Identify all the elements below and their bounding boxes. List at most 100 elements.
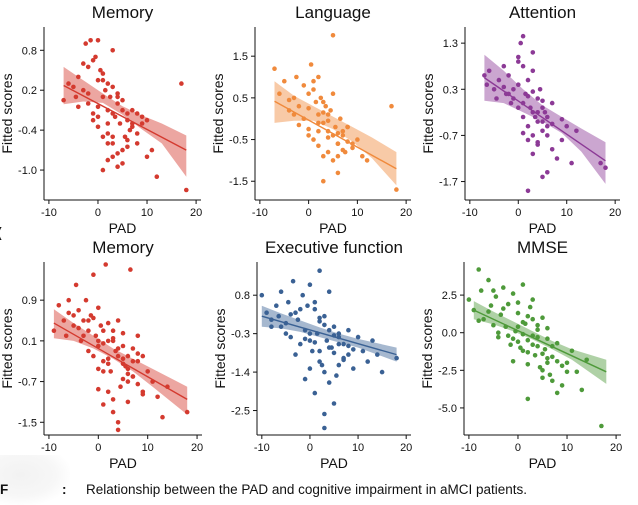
data-point — [103, 87, 108, 93]
data-point — [278, 289, 284, 295]
y-axis-label: Fitted scores — [419, 308, 435, 388]
data-point — [120, 356, 126, 362]
data-point — [135, 351, 141, 356]
x-tick-label: 20 — [191, 442, 203, 454]
data-point — [115, 420, 121, 425]
data-point — [515, 324, 521, 330]
data-point — [322, 313, 327, 319]
data-point — [100, 71, 106, 76]
regression-line — [473, 309, 607, 373]
data-point — [140, 392, 146, 397]
data-point — [535, 327, 540, 333]
data-point — [179, 81, 184, 86]
data-point — [306, 133, 311, 138]
data-point — [312, 306, 318, 312]
data-point — [108, 369, 113, 374]
chart-title: Memory — [92, 238, 154, 257]
data-point — [311, 87, 316, 92]
data-point — [130, 124, 135, 130]
data-point — [394, 187, 399, 192]
confidence-band — [63, 66, 187, 177]
data-point — [326, 327, 332, 333]
data-point — [321, 110, 326, 115]
data-point — [466, 297, 472, 302]
data-point — [554, 390, 560, 396]
data-point — [338, 116, 343, 121]
data-point — [71, 323, 76, 328]
data-point — [334, 373, 339, 378]
data-point — [311, 137, 316, 142]
data-point — [291, 95, 297, 101]
data-point — [351, 366, 356, 371]
data-point — [298, 341, 303, 347]
data-point — [115, 164, 120, 169]
data-point — [530, 133, 536, 138]
y-axis-label: Fitted scores — [210, 73, 226, 153]
data-point — [66, 310, 71, 316]
data-point — [321, 178, 326, 184]
watermark-shape — [0, 455, 70, 505]
data-point — [484, 82, 490, 87]
data-point — [307, 338, 313, 343]
data-point — [105, 81, 111, 86]
data-point — [554, 156, 560, 161]
data-point — [330, 91, 336, 96]
data-point — [88, 38, 93, 43]
data-point — [550, 343, 555, 349]
data-point — [574, 128, 579, 134]
data-point — [491, 322, 496, 328]
data-point — [274, 303, 279, 309]
data-point — [56, 303, 62, 308]
data-point — [103, 262, 108, 267]
chart-panel-4: Executive function -10 0 10 20 0.8 -0.3 -1.4 -2.… — [212, 238, 412, 471]
charts-canvas: Memory -10 0 10 20 0.8 0.2 -0.4 -1.0 PAD Fitted sc… — [0, 3, 622, 471]
data-point — [110, 409, 116, 415]
data-point — [86, 318, 91, 323]
data-point — [525, 77, 531, 83]
data-point — [306, 126, 311, 132]
data-point — [101, 341, 106, 346]
data-point — [317, 319, 322, 324]
x-tick-label: 0 — [307, 442, 313, 454]
data-point — [554, 340, 560, 346]
data-point — [540, 119, 545, 124]
data-point — [308, 62, 314, 67]
data-point — [165, 384, 170, 390]
data-point — [125, 371, 131, 377]
data-point — [321, 120, 326, 126]
data-point — [394, 355, 399, 361]
data-point — [569, 348, 575, 354]
data-point — [317, 348, 322, 354]
data-point — [346, 343, 351, 349]
data-point — [134, 141, 140, 146]
data-point — [269, 324, 274, 330]
data-point — [81, 318, 86, 323]
y-tick-label: -1.5 — [18, 417, 37, 429]
data-point — [302, 376, 308, 382]
data-point — [110, 141, 115, 146]
chart-panel-5: MMSE -10 0 10 20 2.5 0.0 -2.5 -5.0 PAD Fitted scor… — [419, 238, 622, 471]
y-tick-label: 0.3 — [443, 84, 458, 96]
data-point — [530, 151, 536, 157]
data-point — [346, 352, 351, 357]
data-point — [335, 141, 341, 146]
data-point — [540, 315, 545, 321]
data-point — [283, 320, 289, 326]
data-point — [86, 348, 91, 354]
data-point — [322, 322, 327, 328]
data-point — [125, 111, 130, 116]
data-point — [115, 346, 121, 351]
data-point — [537, 87, 543, 92]
y-tick-label: -2.5 — [438, 365, 457, 377]
data-point — [525, 137, 531, 143]
data-point — [496, 334, 501, 340]
data-point — [313, 99, 319, 105]
data-point — [525, 313, 531, 319]
y-tick-label: 1.3 — [443, 38, 458, 50]
data-point — [584, 357, 589, 363]
data-point — [296, 103, 302, 109]
data-point — [599, 423, 604, 429]
data-point — [115, 91, 120, 96]
data-point — [160, 414, 165, 420]
